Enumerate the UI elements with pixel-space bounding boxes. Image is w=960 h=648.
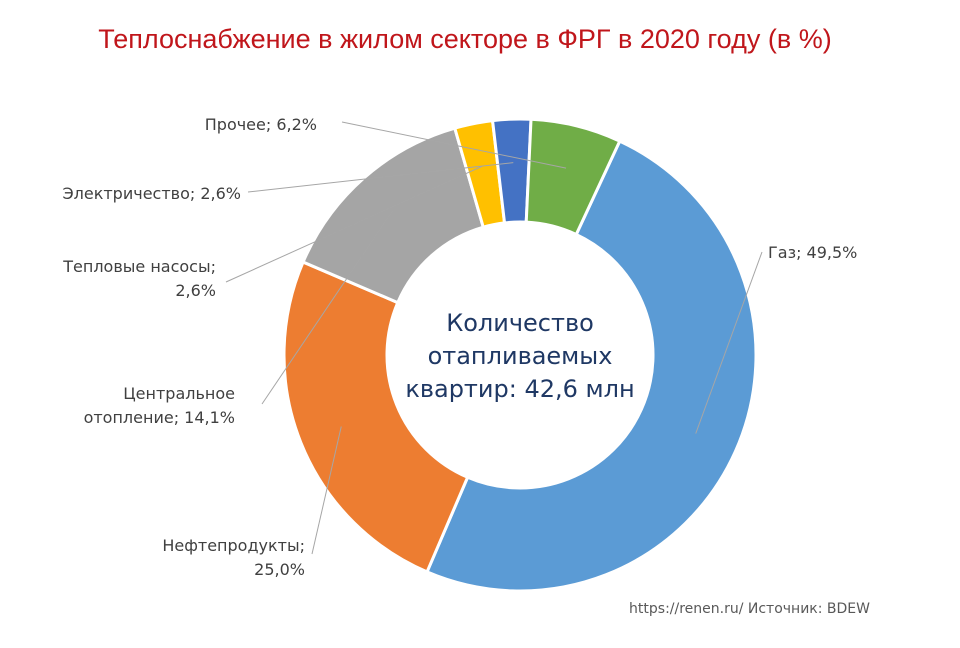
data-label-1: Нефтепродукты; 25,0% <box>162 536 305 579</box>
source-note: https://renen.ru/ Источник: BDEW <box>629 601 870 617</box>
leader-line-2 <box>261 210 394 405</box>
leader-lines <box>225 121 763 555</box>
leader-line-3 <box>225 165 483 283</box>
slice-5 <box>524 117 622 237</box>
chart-title: Теплоснабжение в жилом секторе в ФРГ в 2… <box>98 24 832 54</box>
leader-line-5 <box>341 121 567 169</box>
data-labels: Газ; 49,5% Нефтепродукты; 25,0% Центральное… <box>62 115 857 579</box>
leader-line-4 <box>247 162 514 193</box>
slice-1 <box>282 260 470 574</box>
data-label-0: Газ; 49,5% <box>768 243 857 262</box>
center-label: Количество отапливаемых квартир: 42,6 млн <box>405 309 634 403</box>
data-label-3: Тепловые насосы; 2,6% <box>62 257 216 300</box>
data-label-2: Центральное отопление; 14,1% <box>84 384 235 427</box>
data-label-4: Электричество; 2,6% <box>62 184 241 203</box>
donut-slices <box>282 117 758 593</box>
data-label-5: Прочее; 6,2% <box>205 115 317 134</box>
center-text: Количество отапливаемых квартир: 42,6 млн <box>405 309 634 403</box>
leader-line-0 <box>695 251 763 434</box>
leader-line-1 <box>311 426 342 555</box>
slice-0 <box>425 139 758 593</box>
